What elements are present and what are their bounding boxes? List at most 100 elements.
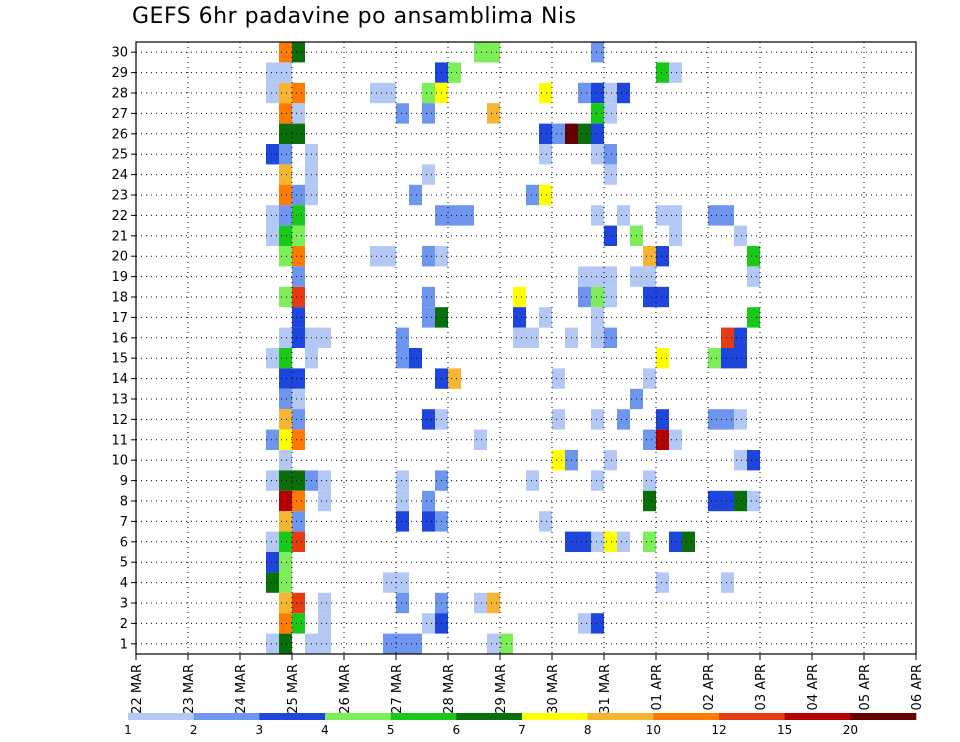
heatmap-cell-78 (747, 246, 760, 267)
heatmap-cell-159 (279, 470, 292, 491)
heatmap-cell-68 (669, 225, 682, 246)
y-tick-label: 28 (111, 87, 128, 102)
heatmap-cell-200 (396, 572, 409, 593)
heatmap-cell-25 (396, 103, 409, 124)
legend-label: 5 (387, 723, 395, 737)
heatmap-cell-181 (422, 511, 435, 532)
legend-swatch (390, 713, 457, 720)
heatmap-cell-201 (656, 572, 669, 593)
heatmap-cell-147 (292, 429, 305, 450)
legend-swatch (259, 713, 326, 720)
legend: 1 2 3 4 5 6 7 8 10 12 15 20 (124, 713, 917, 737)
x-tick-label: 01 APR (650, 664, 665, 710)
y-tick-label: 4 (120, 576, 128, 591)
heatmap-cell-82 (747, 266, 760, 287)
heatmap-cell-139 (708, 409, 721, 430)
y-tick-label: 27 (111, 107, 128, 122)
heatmap-cell-66 (279, 225, 292, 246)
x-tick-label: 27 MAR (390, 664, 405, 714)
heatmap-cell-28 (591, 103, 604, 124)
heatmap-cell-51 (526, 184, 539, 206)
heatmap-cell-41 (591, 144, 604, 165)
heatmap-cell-21 (604, 82, 617, 104)
legend-swatch (522, 713, 588, 720)
heatmap-cell-70 (604, 225, 617, 246)
heatmap-cell-62 (721, 205, 734, 226)
heatmap-cell-98 (422, 307, 435, 328)
x-tick-label: 29 MAR (494, 664, 509, 714)
heatmap-cell-119 (396, 348, 409, 369)
legend-label: 20 (843, 723, 858, 737)
heatmap-cell-45 (422, 164, 435, 185)
heatmap-cell-184 (266, 531, 279, 552)
heatmap-cell-221 (383, 633, 396, 654)
heatmap-cell-202 (721, 572, 734, 593)
heatmap-cell-192 (604, 531, 617, 552)
heatmap-cell-38 (279, 144, 292, 165)
heatmap-cell-40 (539, 144, 552, 165)
heatmap-cell-80 (656, 246, 669, 267)
x-tick-label: 30 MAR (546, 664, 561, 714)
heatmap-cell-46 (604, 164, 617, 185)
x-tick-label: 02 APR (702, 664, 717, 710)
legend-swatch (193, 713, 260, 720)
heatmap-cell-22 (617, 82, 630, 104)
x-tick-label: 04 APR (806, 664, 821, 710)
heatmap-cell-115 (604, 327, 617, 348)
heatmap-cell-124 (734, 348, 747, 369)
heatmap-cell-173 (708, 490, 721, 512)
y-axis: 1234567891011121314151617181920212223242… (111, 46, 136, 652)
y-tick-label: 26 (111, 127, 128, 142)
heatmap-cell-169 (292, 490, 305, 512)
legend-label: 12 (711, 723, 726, 737)
heatmap-cell-50 (409, 184, 422, 206)
y-tick-label: 5 (120, 556, 128, 571)
heatmap-cell-93 (591, 286, 604, 308)
heatmap-cell-143 (591, 409, 604, 430)
heatmap-cell-123 (721, 348, 734, 369)
heatmap-cell-88 (279, 286, 292, 308)
heatmap-cell-197 (266, 572, 279, 593)
heatmap-cell-59 (656, 205, 669, 226)
heatmap-cell-101 (539, 307, 552, 328)
heatmap-cell-224 (487, 633, 500, 654)
heatmap-cell-155 (552, 450, 565, 471)
legend-label: 1 (124, 723, 132, 737)
y-tick-label: 15 (111, 352, 128, 367)
heatmap-cell-199 (383, 572, 396, 593)
grid-layer (136, 42, 916, 654)
heatmap-cell-125 (279, 368, 292, 389)
x-tick-label: 03 APR (754, 664, 769, 710)
x-tick-label: 25 MAR (286, 664, 301, 714)
heatmap-cell-136 (422, 409, 435, 430)
heatmap-cell-172 (422, 490, 435, 512)
y-tick-label: 19 (111, 270, 128, 285)
heatmap-cell-146 (279, 429, 292, 450)
heatmap-cell-79 (643, 246, 656, 267)
y-tick-label: 12 (111, 413, 128, 428)
y-tick-label: 22 (111, 209, 128, 224)
legend-label: 4 (321, 723, 329, 737)
heatmap-cell-168 (279, 490, 292, 512)
heatmap-cell-204 (292, 592, 305, 614)
heatmap-cell-185 (279, 531, 292, 552)
heatmap-cell-4 (591, 42, 604, 63)
heatmap-cell-188 (682, 531, 695, 552)
heatmap-cell-110 (526, 327, 539, 348)
y-tick-label: 8 (120, 495, 128, 510)
x-tick-label: 28 MAR (442, 664, 457, 714)
heatmap-cell-190 (578, 531, 591, 552)
heatmap-cell-140 (721, 409, 734, 430)
heatmap-cell-175 (734, 490, 747, 512)
heatmap-cell-32 (539, 123, 552, 144)
heatmap-cell-84 (591, 266, 604, 287)
heatmap-cell-211 (292, 613, 305, 634)
heatmap-cell-64 (617, 205, 630, 226)
heatmap-cell-187 (669, 531, 682, 552)
y-tick-label: 9 (120, 474, 128, 489)
heatmap-cell-122 (708, 348, 721, 369)
heatmap-cell-222 (396, 633, 409, 654)
heatmap-cell-191 (591, 531, 604, 552)
heatmap-cell-170 (318, 490, 331, 512)
heatmap-cell-198 (279, 572, 292, 593)
